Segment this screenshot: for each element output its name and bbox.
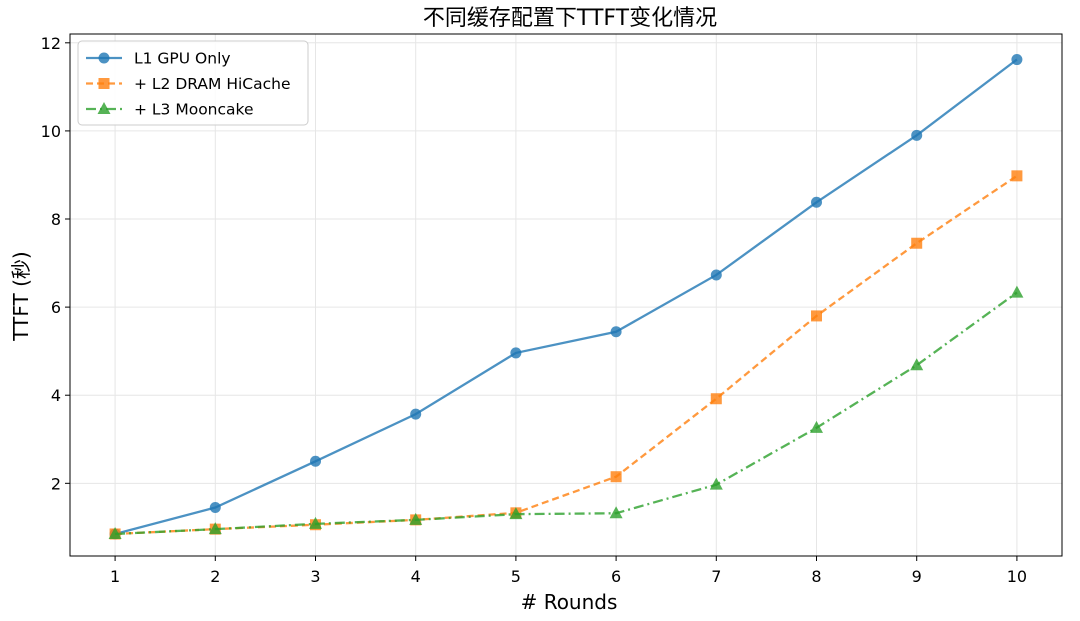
legend-item: L1 GPU Only — [86, 50, 231, 68]
series-group — [108, 54, 1024, 540]
y-tick-label: 10 — [41, 122, 61, 141]
data-point — [710, 269, 722, 281]
legend-label: + L2 DRAM HiCache — [134, 75, 290, 93]
legend-item: + L3 Mooncake — [86, 101, 253, 119]
data-point — [509, 507, 523, 520]
data-point — [810, 420, 824, 433]
legend-item: + L2 DRAM HiCache — [86, 75, 290, 93]
x-tick-label: 8 — [811, 567, 821, 586]
y-axis-label: TTFT (秒) — [9, 251, 33, 341]
data-point — [610, 471, 622, 483]
legend: L1 GPU Only + L2 DRAM HiCache + L3 Mooncak… — [77, 40, 309, 126]
series-2 — [109, 170, 1023, 540]
chart-title: 不同缓存配置下TTFT变化情况 — [423, 6, 717, 31]
y-tick-label: 4 — [51, 386, 61, 405]
x-tick-label: 10 — [1007, 567, 1027, 586]
data-point — [209, 502, 221, 514]
grid — [70, 34, 1062, 556]
x-tick-label: 7 — [711, 567, 721, 586]
series-line — [115, 291, 1018, 536]
plot-frame — [69, 33, 1063, 557]
series-line — [115, 174, 1018, 536]
legend-marker — [97, 102, 111, 114]
data-point — [811, 196, 823, 208]
legend-marker — [98, 78, 110, 89]
data-point — [1011, 54, 1023, 66]
data-point — [308, 516, 322, 529]
y-axis-ticks: 2 4 6 8 10 12 — [41, 34, 70, 493]
legend-label: + L3 Mooncake — [134, 101, 253, 119]
data-point — [811, 310, 823, 322]
x-tick-label: 1 — [110, 567, 120, 586]
series-line — [114, 58, 1018, 536]
y-tick-label: 8 — [51, 210, 61, 229]
data-point — [1011, 170, 1023, 182]
x-tick-label: 9 — [912, 567, 922, 586]
data-point — [410, 408, 422, 420]
legend-marker — [98, 52, 110, 64]
legend-label: L1 GPU Only — [134, 50, 231, 68]
x-axis-ticks: 1 2 3 4 5 6 7 8 9 10 — [110, 556, 1027, 586]
data-point — [409, 512, 423, 525]
data-point — [610, 326, 622, 338]
series-1 — [109, 54, 1023, 540]
x-tick-label: 3 — [310, 567, 320, 586]
data-point — [208, 522, 222, 535]
data-point — [1010, 285, 1024, 298]
x-tick-label: 2 — [210, 567, 220, 586]
data-point — [910, 358, 924, 371]
x-tick-label: 6 — [611, 567, 621, 586]
data-point — [309, 455, 321, 467]
data-point — [710, 393, 722, 405]
x-axis-label: # Rounds — [521, 590, 618, 614]
data-point — [911, 129, 923, 141]
legend-box — [77, 40, 309, 126]
x-tick-label: 4 — [411, 567, 421, 586]
data-point — [108, 526, 122, 539]
x-tick-label: 5 — [511, 567, 521, 586]
data-point — [609, 506, 623, 519]
y-tick-label: 2 — [51, 474, 61, 493]
data-point — [709, 477, 723, 490]
data-point — [510, 347, 522, 359]
y-tick-label: 12 — [41, 34, 61, 53]
data-point — [911, 237, 923, 249]
series-3 — [108, 285, 1024, 539]
y-tick-label: 6 — [51, 298, 61, 317]
